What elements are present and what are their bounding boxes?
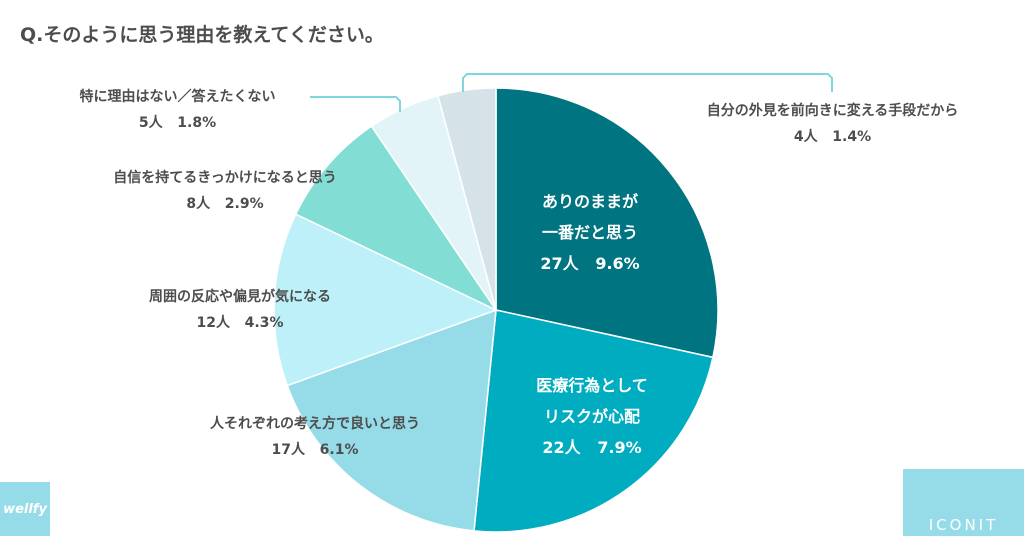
pie-slice-6 — [437, 87, 497, 311]
slice-label-1: 医療行為として リスクが心配 22人 7.9% — [512, 370, 672, 463]
count: 17人 — [271, 442, 306, 458]
percent: 9.6% — [595, 254, 640, 273]
percent: 7.9% — [597, 438, 642, 457]
count: 12人 — [196, 315, 231, 331]
percent: 6.1% — [319, 442, 359, 458]
count: 5人 — [138, 115, 163, 131]
slice-label-4: 自信を持てるきっかけになると思う 8人 2.9% — [60, 165, 390, 217]
slice-label-text: 人それぞれの考え方で良いと思う — [210, 416, 420, 432]
slice-label-text: 特に理由はない／答えたくない — [79, 89, 276, 105]
count: 8人 — [186, 196, 211, 212]
pie-slice-2 — [286, 308, 497, 532]
iconit-logo: ICONIT — [903, 469, 1024, 536]
pie-slice-0 — [495, 87, 719, 359]
slice-label-6: 自分の外見を前向きに変える手段だから 4人 1.4% — [660, 98, 1005, 150]
pie-slice-3 — [273, 213, 498, 387]
percent: 4.3% — [244, 315, 284, 331]
slice-label-text: 周囲の反応や偏見が気になる — [149, 289, 331, 305]
slice-label-0: ありのままが 一番だと思う 27人 9.6% — [520, 186, 660, 279]
slice-label-text: 自分の外見を前向きに変える手段だから — [706, 103, 959, 119]
percent: 1.4% — [832, 129, 872, 145]
slice-label-text: 自信を持てるきっかけになると思う — [113, 170, 337, 186]
count: 27人 — [540, 254, 579, 273]
percent: 1.8% — [177, 115, 217, 131]
slice-label-3: 周囲の反応や偏見が気になる 12人 4.3% — [105, 284, 375, 336]
slice-label-5: 特に理由はない／答えたくない 5人 1.8% — [45, 84, 310, 136]
leader-line-appearance — [462, 73, 833, 92]
pie-slice-1 — [473, 309, 714, 533]
count: 22人 — [542, 438, 581, 457]
slice-label-line: リスクが心配 — [543, 407, 640, 426]
leader-line-no-reason — [310, 96, 401, 112]
slice-label-line: 医療行為として — [536, 376, 648, 395]
pie-slice-4 — [294, 125, 499, 312]
chart-title: Q.そのように思う理由を教えてください。 — [20, 24, 384, 46]
count: 4人 — [793, 129, 818, 145]
slice-label-line: 一番だと思う — [541, 223, 638, 242]
wellfy-logo: wellfy — [0, 482, 50, 536]
slice-label-line: ありのままが — [541, 192, 638, 211]
slice-label-2: 人それぞれの考え方で良いと思う 17人 6.1% — [160, 411, 470, 463]
percent: 2.9% — [224, 196, 264, 212]
